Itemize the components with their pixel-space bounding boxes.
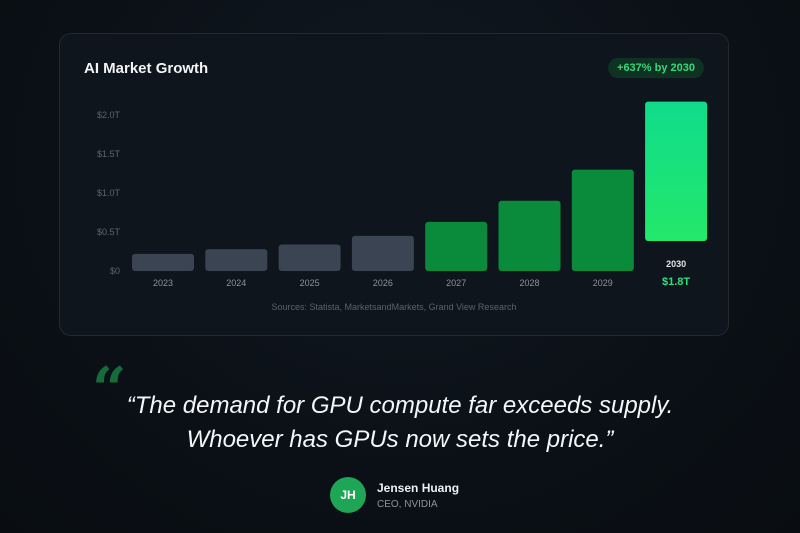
- x-tick-label: 2030: [666, 259, 686, 269]
- quote-mark-icon: “: [92, 355, 127, 425]
- bar-2023: [132, 253, 194, 271]
- bar-2030: [645, 101, 708, 241]
- x-tick-label: 2026: [373, 278, 393, 288]
- y-tick-label: $0: [110, 266, 120, 276]
- bar-2024: [205, 249, 268, 271]
- chart-title: AI Market Growth: [84, 60, 209, 77]
- x-tick-label: 2027: [446, 278, 466, 288]
- quote-text: “The demand for GPU compute far exceeds …: [0, 389, 800, 457]
- author-block: JH Jensen Huang CEO, NVIDIA: [330, 477, 459, 513]
- x-tick-label: 2025: [300, 278, 320, 288]
- x-tick-label: 2023: [153, 278, 173, 288]
- y-tick-label: $2.0T: [97, 110, 121, 120]
- bar-2029: [571, 169, 634, 271]
- bar-value-label: $1.8T: [662, 276, 690, 288]
- author-role: CEO, NVIDIA: [377, 498, 438, 510]
- sources-note: Sources: Statista, MarketsandMarkets, Gr…: [271, 302, 517, 312]
- x-tick-label: 2028: [519, 278, 539, 288]
- chart-card: AI Market Growth +637% by 2030 $0 $0.5T $1…: [59, 33, 729, 336]
- quote-line-1: “The demand for GPU compute far exceeds …: [126, 392, 674, 419]
- bar-2028: [498, 200, 561, 271]
- bar-2027: [425, 221, 488, 271]
- y-tick-label: $1.5T: [97, 149, 121, 159]
- bar-chart: $0 $0.5T $1.0T $1.5T $2.0T 2023 2024 2025 2026 20…: [97, 101, 708, 288]
- x-tick-label: 2024: [226, 278, 246, 288]
- bar-2026: [351, 235, 414, 271]
- author-name: Jensen Huang: [377, 480, 460, 495]
- bar-2025: [278, 244, 341, 271]
- quote-line-2: Whoever has GPUs now sets the price.”: [186, 426, 614, 453]
- y-tick-label: $1.0T: [97, 188, 121, 198]
- y-tick-label: $0.5T: [97, 227, 121, 237]
- growth-badge: +637% by 2030: [608, 58, 704, 78]
- avatar: JH: [330, 477, 366, 513]
- x-tick-label: 2029: [593, 278, 613, 288]
